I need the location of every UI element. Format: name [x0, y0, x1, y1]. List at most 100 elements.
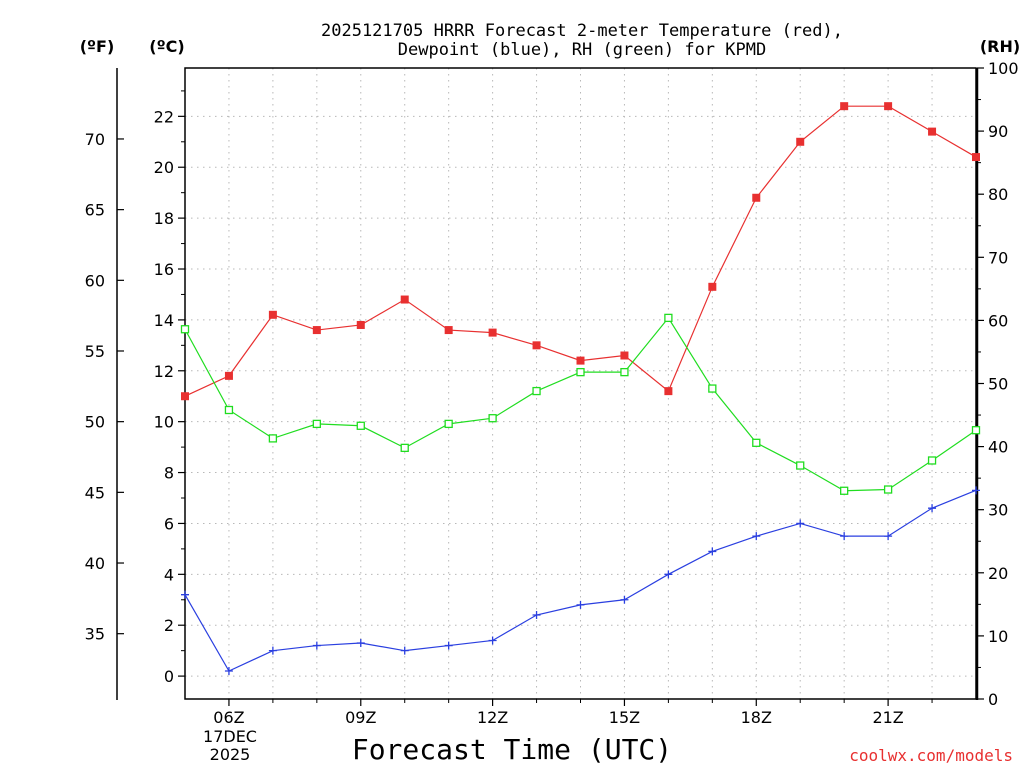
dewpoint-point: [620, 595, 629, 604]
fahrenheit-tick-label: 40: [85, 554, 105, 573]
dewpoint-point: [400, 646, 409, 655]
fahrenheit-tick-label: 60: [85, 271, 105, 290]
dewpoint-point: [708, 547, 717, 556]
series-layer: [180, 102, 981, 676]
rh-tick-label: 70: [988, 248, 1008, 267]
rh-tick-label: 30: [988, 501, 1008, 520]
celsius-tick-label: 10: [154, 413, 174, 432]
temperature-point: [928, 127, 937, 136]
temperature-line: [184, 105, 977, 397]
celsius-tick-label: 20: [154, 158, 174, 177]
celsius-tick-label: 6: [164, 514, 174, 533]
rh-tick-label: 0: [988, 690, 998, 709]
celsius-tick-label: 8: [164, 464, 174, 483]
rh-tick-label: 20: [988, 564, 1008, 583]
x-tick-label: 15Z: [609, 708, 640, 727]
x-tick-label: 21Z: [872, 708, 903, 727]
fahrenheit-tick-label: 70: [85, 130, 105, 149]
dewpoint-point: [488, 636, 497, 645]
fahrenheit-tick-label: 35: [85, 625, 105, 644]
celsius-unit-label: (ºC): [149, 37, 184, 56]
rh-unit-label: (RH): [980, 37, 1020, 56]
temperature-point: [796, 137, 805, 146]
dewpoint-point: [181, 590, 189, 599]
dewpoint-line: [184, 489, 977, 672]
fahrenheit-tick-label: 55: [85, 342, 105, 361]
dewpoint-point: [312, 641, 321, 650]
dewpoint-point: [576, 600, 585, 609]
rh-tick-label: 80: [988, 185, 1008, 204]
x-tick-label: 12Z: [477, 708, 508, 727]
celsius-tick-label: 14: [154, 311, 174, 330]
dewpoint-point: [752, 532, 761, 541]
temperature-point: [884, 102, 893, 111]
credit-link[interactable]: coolwx.com/models: [849, 746, 1013, 765]
date-label-line2: 2025: [210, 745, 251, 764]
dewpoint-point: [268, 646, 277, 655]
temperature-point: [268, 310, 277, 319]
rh-point: [927, 456, 937, 465]
temperature-point: [444, 326, 453, 335]
dewpoint-point: [928, 504, 937, 513]
celsius-tick-label: 0: [164, 667, 174, 686]
dewpoint-point: [884, 532, 893, 541]
temperature-point: [620, 351, 629, 360]
dewpoint-point: [796, 519, 805, 528]
rh-point: [971, 426, 981, 435]
celsius-tick-label: 18: [154, 209, 174, 228]
rh-tick-label: 50: [988, 375, 1008, 394]
date-label-line1: 17DEC: [203, 727, 257, 746]
rh-point: [400, 443, 409, 453]
celsius-tick-label: 2: [164, 616, 174, 635]
celsius-tick-label: 16: [154, 260, 174, 279]
dewpoint-point: [664, 570, 673, 579]
rh-point: [708, 384, 717, 393]
dewpoint-point: [840, 532, 849, 541]
fahrenheit-tick-label: 50: [85, 413, 105, 432]
temperature-point: [708, 282, 717, 291]
x-axis-label: Forecast Time (UTC): [352, 733, 672, 766]
rh-point: [224, 405, 234, 415]
dewpoint-point: [532, 611, 541, 620]
rh-point: [664, 313, 673, 323]
rh-tick-label: 90: [988, 122, 1008, 141]
temperature-point: [840, 102, 849, 111]
chart-title-line2: Dewpoint (blue), RH (green) for KPMD: [398, 40, 766, 60]
rh-point: [576, 367, 585, 377]
celsius-tick-label: 4: [164, 565, 174, 584]
rh-point: [796, 461, 805, 470]
fahrenheit-tick-label: 45: [85, 483, 105, 502]
rh-tick-label: 60: [988, 311, 1008, 330]
temperature-point: [488, 328, 497, 337]
temperature-point: [532, 341, 541, 350]
rh-point: [840, 486, 849, 495]
temperature-point: [356, 320, 365, 329]
celsius-tick-label: 22: [154, 107, 174, 126]
temperature-point: [312, 326, 321, 335]
rh-point: [752, 438, 761, 447]
temperature-point: [400, 295, 409, 304]
x-tick-label: 18Z: [741, 708, 772, 727]
rh-tick-label: 10: [988, 627, 1008, 646]
dewpoint-point: [444, 641, 453, 650]
fahrenheit-tick-label: 65: [85, 201, 105, 220]
dewpoint-point: [972, 486, 980, 495]
rh-point: [532, 386, 541, 396]
rh-tick-label: 40: [988, 438, 1008, 457]
rh-tick-label: 100: [988, 59, 1019, 78]
temperature-point: [972, 153, 980, 162]
dewpoint-point: [224, 667, 233, 676]
x-tick-label: 06Z: [213, 708, 244, 727]
temperature-point: [224, 371, 233, 380]
temperature-point: [576, 356, 585, 365]
fahrenheit-unit-label: (ºF): [80, 37, 115, 56]
dewpoint-point: [356, 639, 365, 648]
chart-title-line1: 2025121705 HRRR Forecast 2-meter Tempera…: [321, 21, 843, 41]
rh-point: [268, 434, 278, 443]
rh-point: [312, 419, 321, 429]
x-tick-label: 09Z: [345, 708, 376, 727]
rh-point: [488, 414, 497, 423]
celsius-tick-label: 12: [154, 362, 174, 381]
rh-point: [883, 485, 893, 494]
